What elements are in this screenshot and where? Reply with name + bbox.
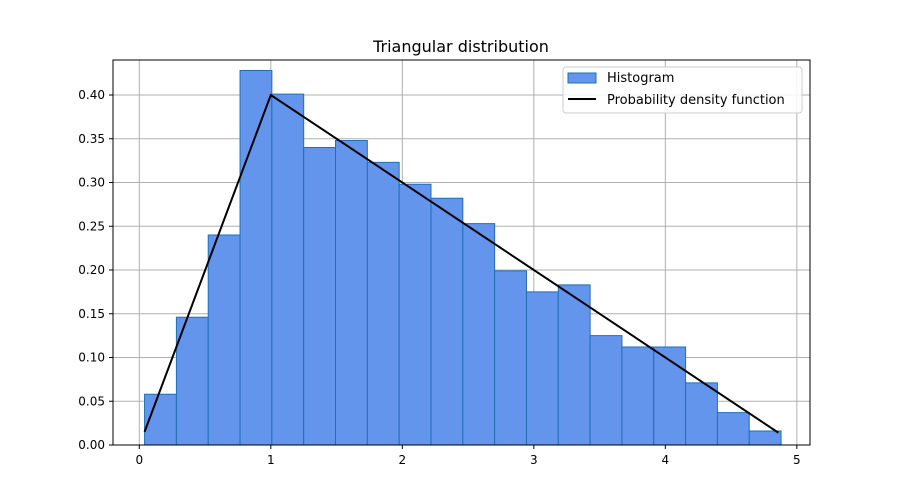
histogram-bar bbox=[557, 284, 591, 446]
x-axis: 0 1 2 3 4 5 bbox=[135, 445, 801, 467]
histogram-bar bbox=[494, 270, 527, 446]
legend-box bbox=[562, 66, 803, 114]
y-tick-label: 0.00 bbox=[78, 438, 105, 452]
histogram-bar bbox=[239, 70, 273, 446]
histogram-bar bbox=[430, 197, 464, 446]
histogram-bar bbox=[621, 346, 655, 446]
histogram-bar bbox=[685, 382, 718, 446]
x-tick-label: 4 bbox=[662, 453, 670, 467]
histogram-bar bbox=[271, 93, 305, 446]
y-tick-label: 0.10 bbox=[78, 351, 105, 365]
histogram-bar bbox=[589, 335, 623, 446]
legend: Histogram Probability density function bbox=[562, 66, 803, 114]
histogram-bar bbox=[366, 161, 400, 446]
legend-histogram-swatch bbox=[567, 72, 597, 84]
x-tick-label: 5 bbox=[793, 453, 801, 467]
histogram-bar bbox=[398, 183, 432, 446]
y-tick-label: 0.30 bbox=[78, 176, 105, 190]
legend-histogram-label: Histogram bbox=[607, 71, 674, 86]
histogram-bar bbox=[207, 234, 241, 446]
x-tick-label: 1 bbox=[267, 453, 275, 467]
pdf-line bbox=[143, 93, 779, 434]
y-tick-label: 0.35 bbox=[78, 132, 105, 146]
legend-pdf-label: Probability density function bbox=[607, 93, 785, 108]
y-axis: 0.00 0.05 0.10 0.15 0.20 0.25 0.30 0.35 0.40 bbox=[78, 88, 113, 452]
y-tick-label: 0.05 bbox=[78, 394, 105, 408]
x-tick-label: 3 bbox=[530, 453, 538, 467]
y-tick-label: 0.15 bbox=[78, 307, 105, 321]
histogram-bar bbox=[303, 147, 337, 446]
histogram-bar bbox=[716, 412, 750, 446]
x-tick-label: 0 bbox=[135, 453, 143, 467]
y-tick-label: 0.40 bbox=[78, 88, 105, 102]
histogram-bar bbox=[462, 223, 496, 446]
histogram-bar bbox=[525, 291, 559, 446]
histogram-bar bbox=[653, 346, 687, 446]
histogram-bar bbox=[335, 140, 368, 446]
chart-title: Triangular distribution bbox=[372, 37, 549, 56]
x-tick-label: 2 bbox=[399, 453, 407, 467]
y-tick-label: 0.25 bbox=[78, 219, 105, 233]
histogram-bar bbox=[748, 430, 782, 446]
histogram-bars bbox=[144, 70, 782, 446]
plot-frame bbox=[112, 59, 811, 446]
y-tick-label: 0.20 bbox=[78, 263, 105, 277]
pdf-line-group bbox=[143, 93, 779, 434]
